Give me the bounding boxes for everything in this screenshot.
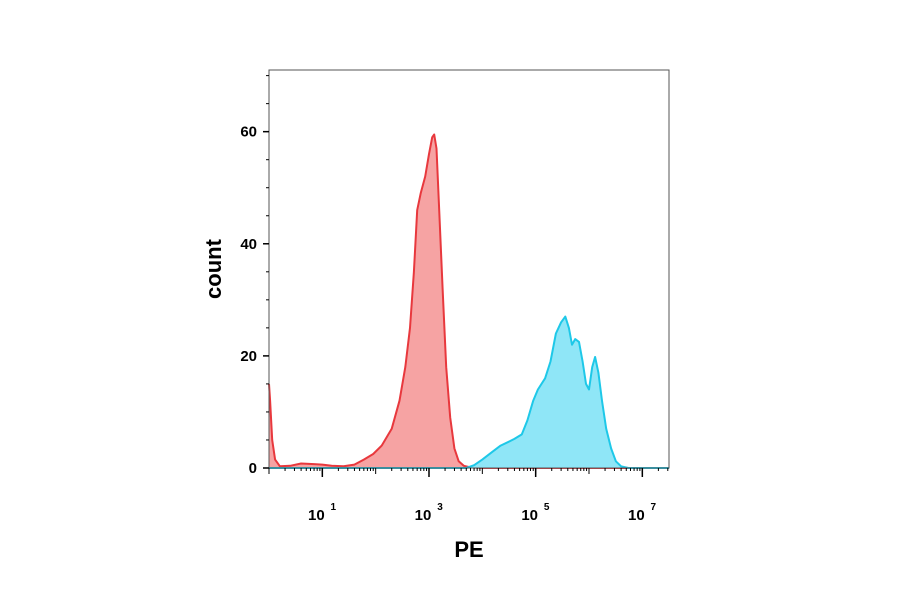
y-tick-label: 0	[249, 460, 257, 477]
x-tick-exponent: 3	[437, 502, 443, 513]
x-tick-exponent: 5	[544, 502, 550, 513]
series-layer	[268, 133, 669, 469]
series-1-line	[268, 133, 669, 469]
y-tick-label: 60	[240, 124, 257, 141]
y-tick-label: 40	[240, 236, 257, 253]
axes-layer: 0 20 40 60 10 1 10 3 10 5 10 7	[240, 75, 669, 524]
x-tick-exponent: 1	[331, 502, 337, 513]
series-1-fill	[269, 134, 669, 468]
series-2-line	[269, 315, 669, 469]
plot-frame	[268, 69, 670, 469]
y-axis-title: count	[201, 238, 226, 299]
x-tick-label: 10	[308, 507, 325, 524]
x-axis-title: PE	[454, 537, 483, 562]
x-tick-label: 10	[415, 507, 432, 524]
x-tick-label: 10	[521, 507, 538, 524]
x-tick-exponent: 7	[651, 502, 657, 513]
series-2-fill	[269, 316, 669, 468]
y-tick-label: 20	[240, 348, 257, 365]
x-tick-label: 10	[628, 507, 645, 524]
